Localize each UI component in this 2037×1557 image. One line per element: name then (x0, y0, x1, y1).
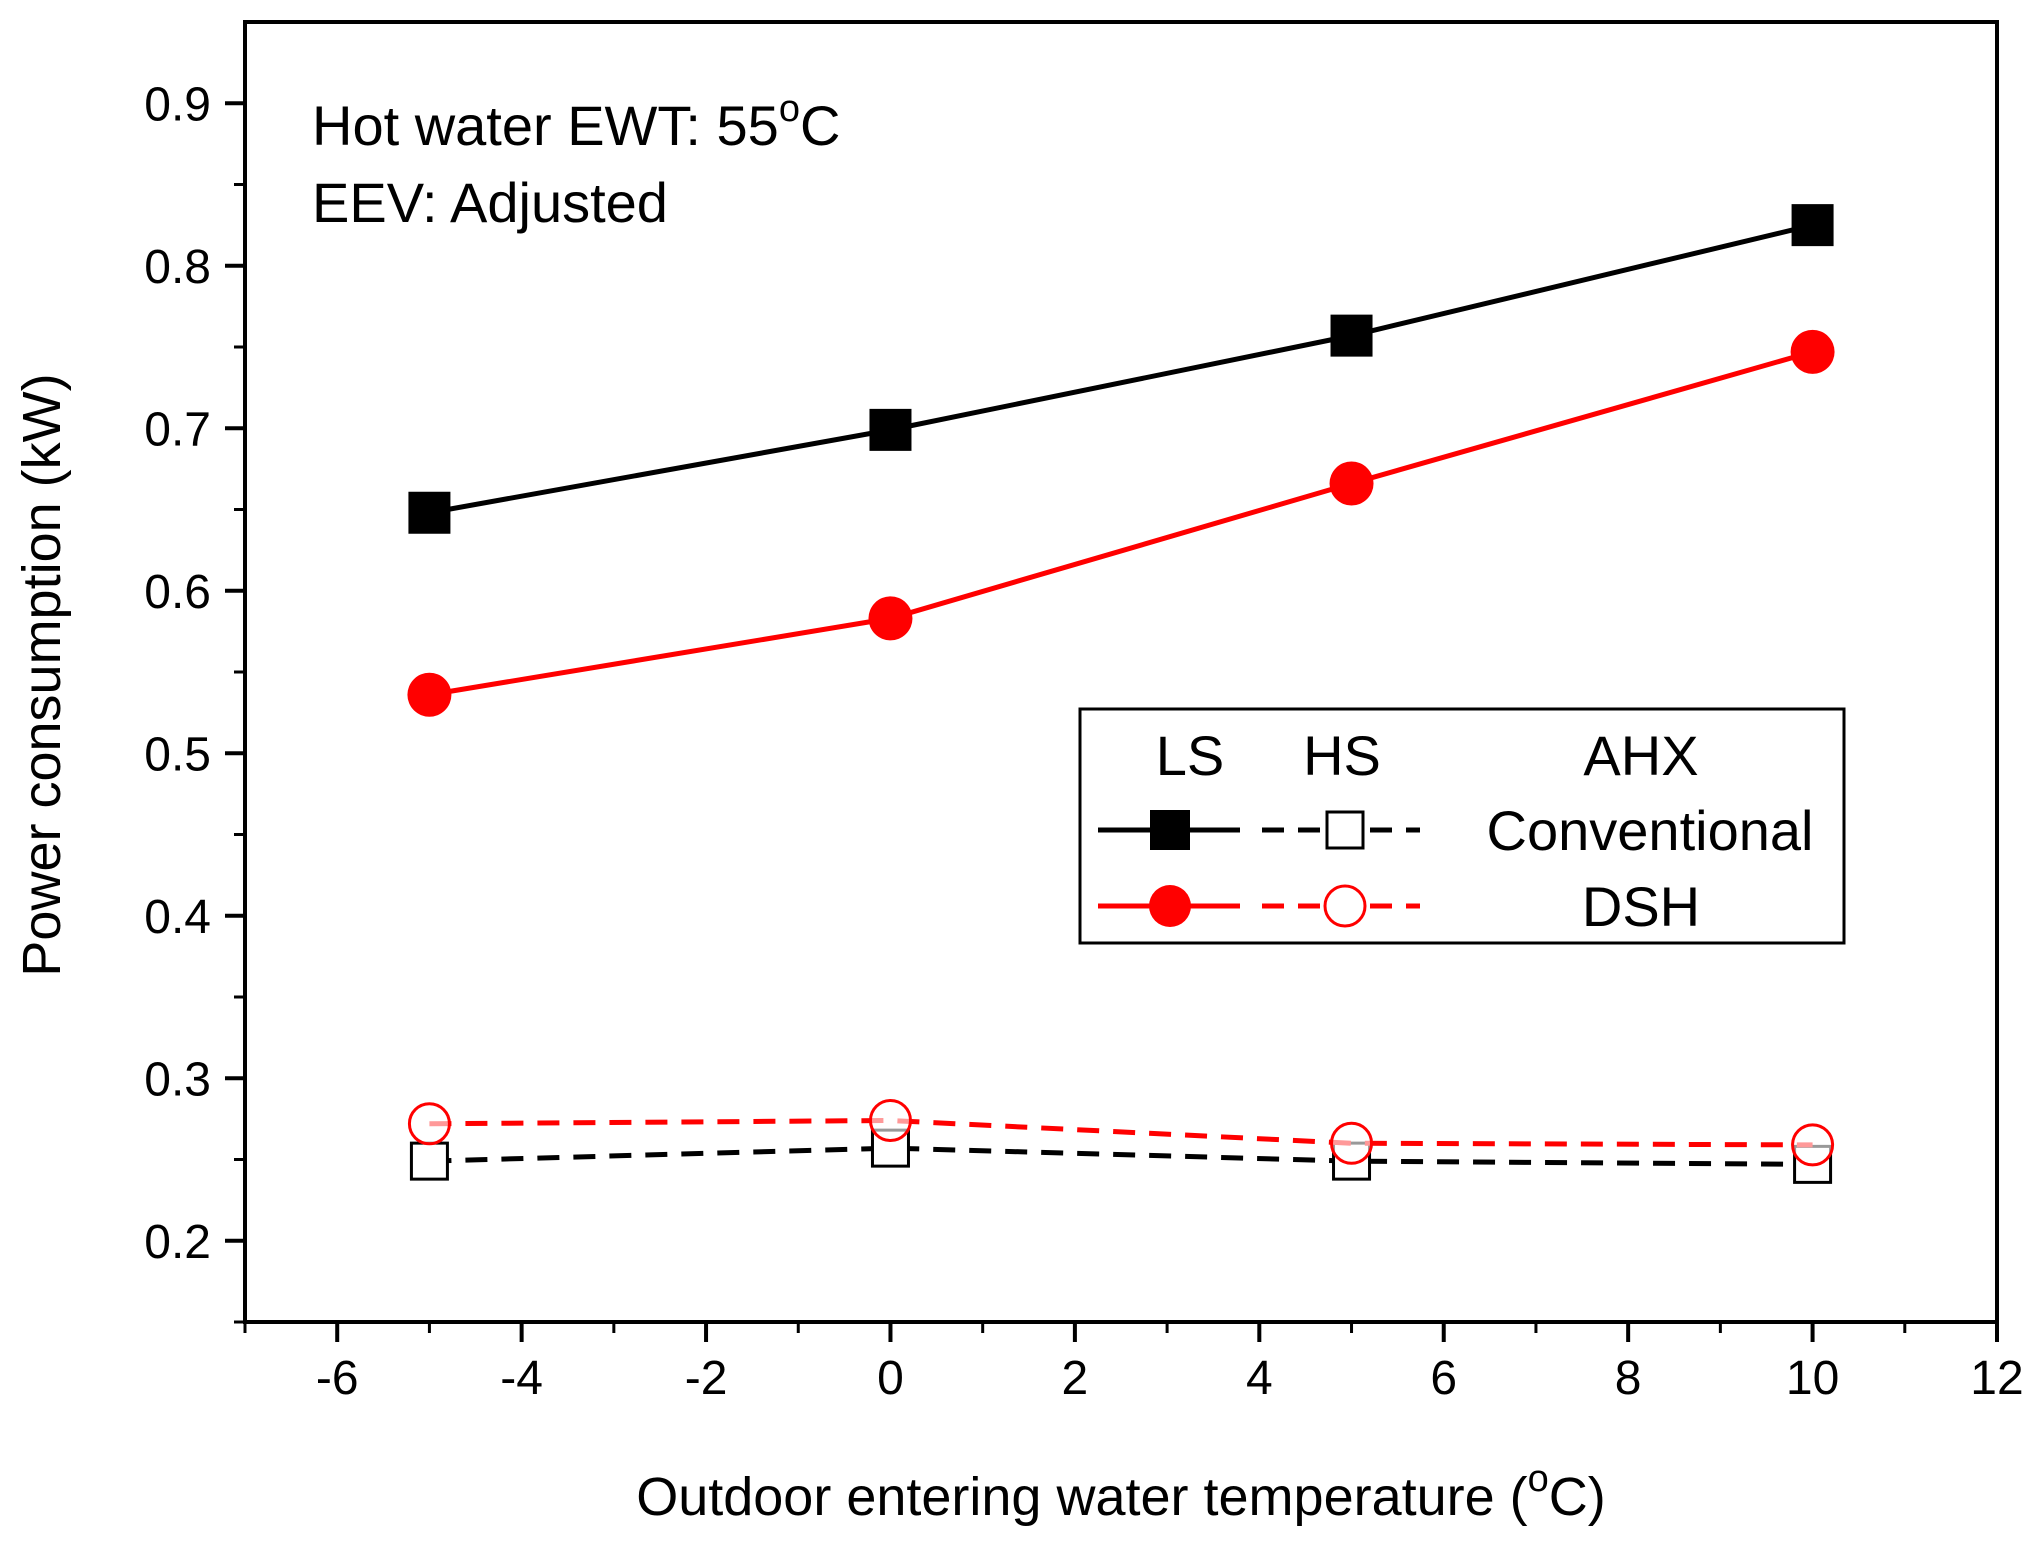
legend-conventional-ls-marker (1150, 810, 1190, 850)
x-tick-label: -2 (685, 1352, 728, 1405)
data-point (1790, 329, 1835, 374)
legend-dsh-ls-marker (1149, 885, 1191, 927)
x-tick-label: 2 (1062, 1352, 1089, 1405)
y-tick-label: 0.2 (144, 1216, 211, 1269)
legend-header-hs: HS (1303, 724, 1381, 787)
y-tick-label: 0.9 (144, 78, 211, 131)
annotation-line2: EEV: Adjusted (312, 171, 668, 234)
y-tick-label: 0.3 (144, 1053, 211, 1106)
series-line (429, 349, 1814, 698)
data-point (407, 1102, 451, 1146)
y-axis-title: Power consumption (kW) (12, 373, 72, 976)
x-tick-label: -4 (500, 1352, 543, 1405)
x-tick-label: 8 (1615, 1352, 1642, 1405)
annotation-line1: Hot water EWT: 55oC (312, 88, 840, 157)
data-point (408, 491, 451, 534)
series-layer (407, 204, 1835, 1184)
y-tick-label: 0.7 (144, 403, 211, 456)
x-tick-label: 12 (1970, 1352, 2023, 1405)
legend-header-ls: LS (1156, 724, 1225, 787)
x-tick-label: 6 (1430, 1352, 1457, 1405)
legend-header-ahx: AHX (1583, 724, 1698, 787)
legend-conventional-hs-marker (1325, 810, 1365, 850)
legend: LS HS AHX Conventional DSH (1078, 707, 1846, 945)
data-point (1330, 1121, 1374, 1165)
data-point (868, 1099, 912, 1142)
data-point (409, 1141, 449, 1181)
data-point (1329, 461, 1374, 506)
x-tick-label: 4 (1246, 1352, 1273, 1405)
series-line (428, 222, 1814, 516)
data-point (868, 596, 913, 641)
data-point (1330, 314, 1373, 357)
y-tick-label: 0.8 (144, 241, 211, 294)
x-tick-label: -6 (316, 1352, 359, 1405)
series-line (429, 1145, 1813, 1167)
series-conventional-ls (408, 204, 1834, 534)
x-tick-label: 0 (877, 1352, 904, 1405)
axes: -6 -4 -2 0 2 4 6 8 10 12 0.2 0.3 0.4 0.5 0.6 0.7 0.8 0.9 (144, 78, 2023, 1405)
series-conventional-hs (409, 1128, 1833, 1184)
y-tick-label: 0.5 (144, 728, 211, 781)
series-dsh-ls (407, 329, 1835, 717)
data-point (1791, 1123, 1835, 1167)
data-point (1791, 204, 1834, 247)
legend-dsh-hs-marker (1323, 884, 1367, 928)
series-dsh-hs (407, 1099, 1835, 1167)
legend-dsh-label: DSH (1582, 875, 1700, 938)
data-point (407, 672, 452, 717)
legend-conventional-label: Conventional (1487, 799, 1814, 862)
y-tick-label: 0.6 (144, 566, 211, 619)
y-tick-label: 0.4 (144, 891, 211, 944)
x-axis-title: Outdoor entering water temperature (oC) (636, 1458, 1606, 1527)
x-tick-label: 10 (1786, 1352, 1839, 1405)
data-point (869, 408, 912, 451)
series-line (429, 1117, 1813, 1148)
